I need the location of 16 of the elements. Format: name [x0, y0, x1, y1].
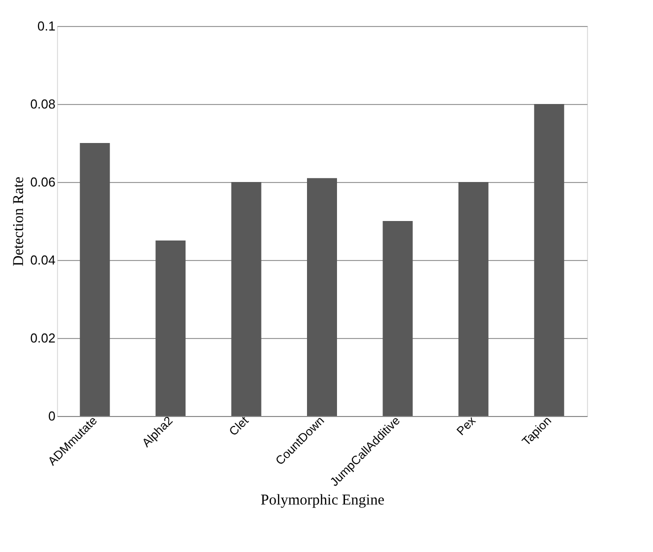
y-tick-label: 0.06 [30, 174, 56, 190]
bar [534, 104, 564, 416]
y-axis-title: Detection Rate [11, 176, 28, 266]
bar [458, 182, 488, 416]
y-tick-label: 0.1 [37, 18, 56, 34]
x-tick-label: Pex [454, 414, 478, 438]
bar [231, 182, 262, 416]
bar [307, 178, 337, 416]
x-axis-title: Polymorphic Engine [260, 492, 385, 508]
bar [80, 143, 110, 416]
y-tick-label: 0.08 [30, 96, 56, 112]
bar [382, 221, 413, 416]
y-tick-label: 0.04 [30, 252, 56, 268]
y-tick-label: 0.02 [30, 330, 56, 346]
x-tick-label: Clet [226, 413, 252, 439]
bar [156, 240, 186, 416]
